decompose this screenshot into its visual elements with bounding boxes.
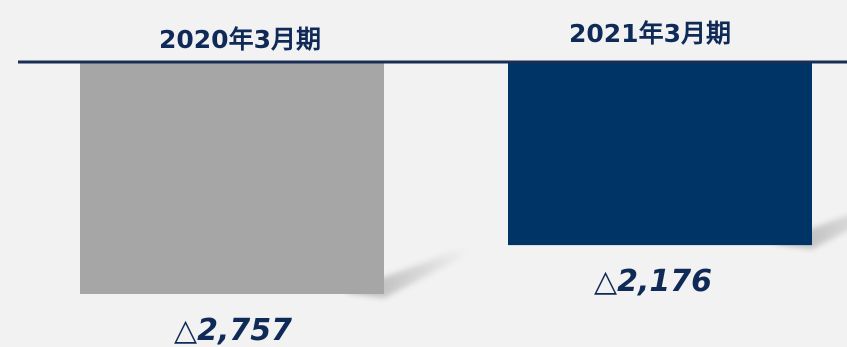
bar-1 — [80, 62, 384, 294]
category-label: 2021年3月期 — [569, 19, 731, 48]
value-label: △2,176 — [594, 264, 712, 299]
value-label: △2,757 — [174, 313, 292, 347]
bar-2 — [508, 62, 812, 246]
category-label: 2020年3月期 — [159, 25, 321, 54]
